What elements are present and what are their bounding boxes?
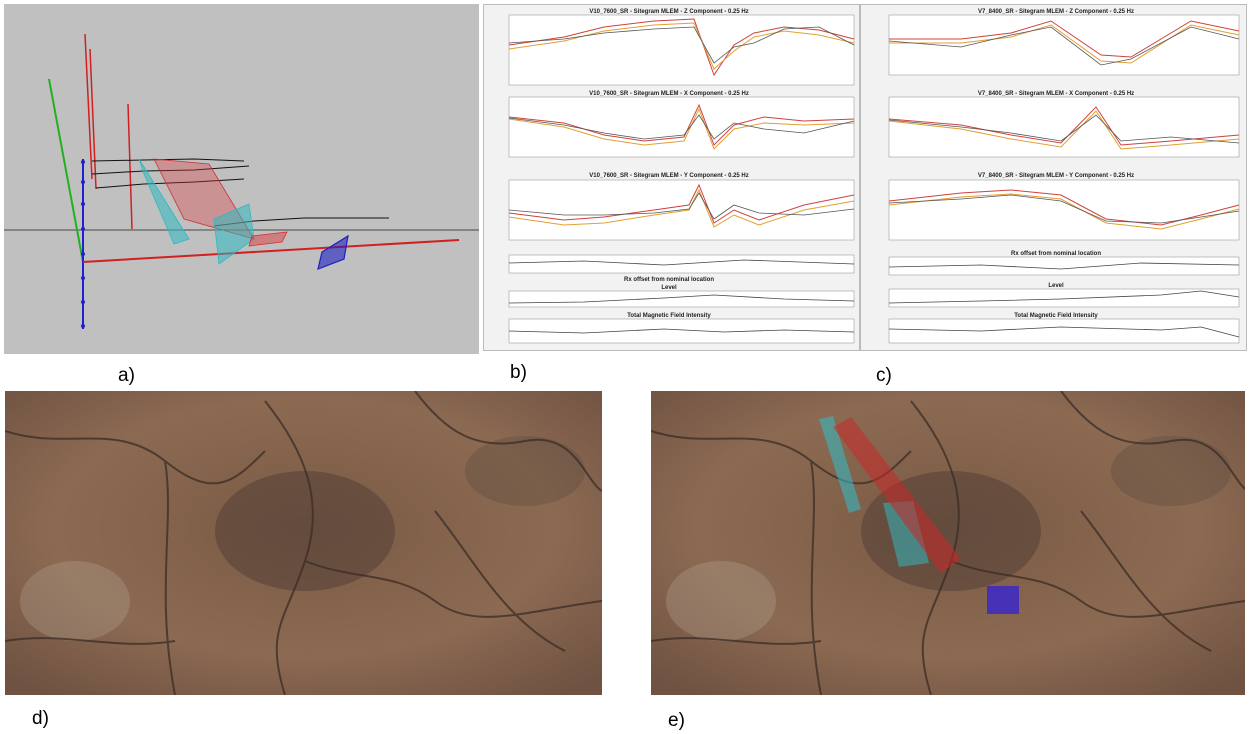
plot-rx-offset-c: Rx offset from nominal location <box>888 251 1240 276</box>
panel-d-satellite-image <box>5 391 602 695</box>
blue-plate-overlay <box>987 586 1019 614</box>
panel-d-svg <box>5 391 602 695</box>
panel-e-satellite-with-plates <box>651 391 1245 695</box>
title-y-c: V7_8400_SR - Sitegram MLEM - Y Component… <box>978 173 1134 179</box>
title-rx-offset: Rx offset from nominal location <box>624 277 714 283</box>
blue-plate <box>317 234 349 270</box>
green-axis <box>48 78 84 263</box>
title-x-c: V7_8400_SR - Sitegram MLEM - X Component… <box>978 91 1134 97</box>
plot-y-component-c: V7_8400_SR - Sitegram MLEM - Y Component… <box>888 173 1240 241</box>
plot-level: Level <box>508 285 855 308</box>
cyan-plate-overlay-2 <box>883 501 929 567</box>
panel-b-profiles: V10_7600_SR - Sitegram MLEM - Z Componen… <box>483 4 860 351</box>
plot-x-component-c: V7_8400_SR - Sitegram MLEM - X Component… <box>888 91 1240 158</box>
panel-c-svg: V7_8400_SR - Sitegram MLEM - Z Component… <box>888 9 1240 344</box>
title-level: Level <box>661 285 677 291</box>
plot-tmi: Total Magnetic Field Intensity <box>508 313 855 344</box>
survey-line-2 <box>91 165 250 175</box>
plot-tmi-c: Total Magnetic Field Intensity <box>888 313 1240 344</box>
plot-z-component-c: V7_8400_SR - Sitegram MLEM - Z Component… <box>888 9 1240 76</box>
panel-c-profiles: V7_8400_SR - Sitegram MLEM - Z Component… <box>860 4 1247 351</box>
label-c: c) <box>876 365 892 386</box>
red-axis <box>82 239 460 263</box>
title-tmi-c: Total Magnetic Field Intensity <box>1014 313 1098 319</box>
label-e: e) <box>668 710 685 731</box>
survey-line-1 <box>91 158 245 162</box>
plot-rx-offset: Rx offset from nominal location <box>508 254 855 283</box>
cyan-plate-1 <box>138 158 190 245</box>
red-plate-overlay <box>833 417 961 573</box>
title-tmi: Total Magnetic Field Intensity <box>627 313 711 319</box>
title-y: V10_7600_SR - Sitegram MLEM - Y Componen… <box>589 173 749 179</box>
title-rx-offset-c: Rx offset from nominal location <box>1011 251 1101 257</box>
panel-a-3d-model <box>4 4 479 354</box>
label-a: a) <box>118 365 135 386</box>
plot-y-component: V10_7600_SR - Sitegram MLEM - Y Componen… <box>508 173 855 241</box>
title-z-c: V7_8400_SR - Sitegram MLEM - Z Component… <box>978 9 1134 15</box>
plot-x-component: V10_7600_SR - Sitegram MLEM - X Componen… <box>508 91 855 158</box>
plot-z-component: V10_7600_SR - Sitegram MLEM - Z Componen… <box>508 9 855 86</box>
panel-b-svg: V10_7600_SR - Sitegram MLEM - Z Componen… <box>508 9 855 344</box>
plot-level-c: Level <box>888 283 1240 308</box>
panel-e-svg <box>651 391 1245 695</box>
title-level-c: Level <box>1048 283 1064 289</box>
cyan-plate-overlay-1 <box>819 416 861 513</box>
label-d: d) <box>32 708 49 729</box>
title-x: V10_7600_SR - Sitegram MLEM - X Componen… <box>589 91 749 97</box>
label-b: b) <box>510 362 527 383</box>
title-z: V10_7600_SR - Sitegram MLEM - Z Componen… <box>589 9 748 15</box>
panel-a-svg <box>4 33 479 329</box>
